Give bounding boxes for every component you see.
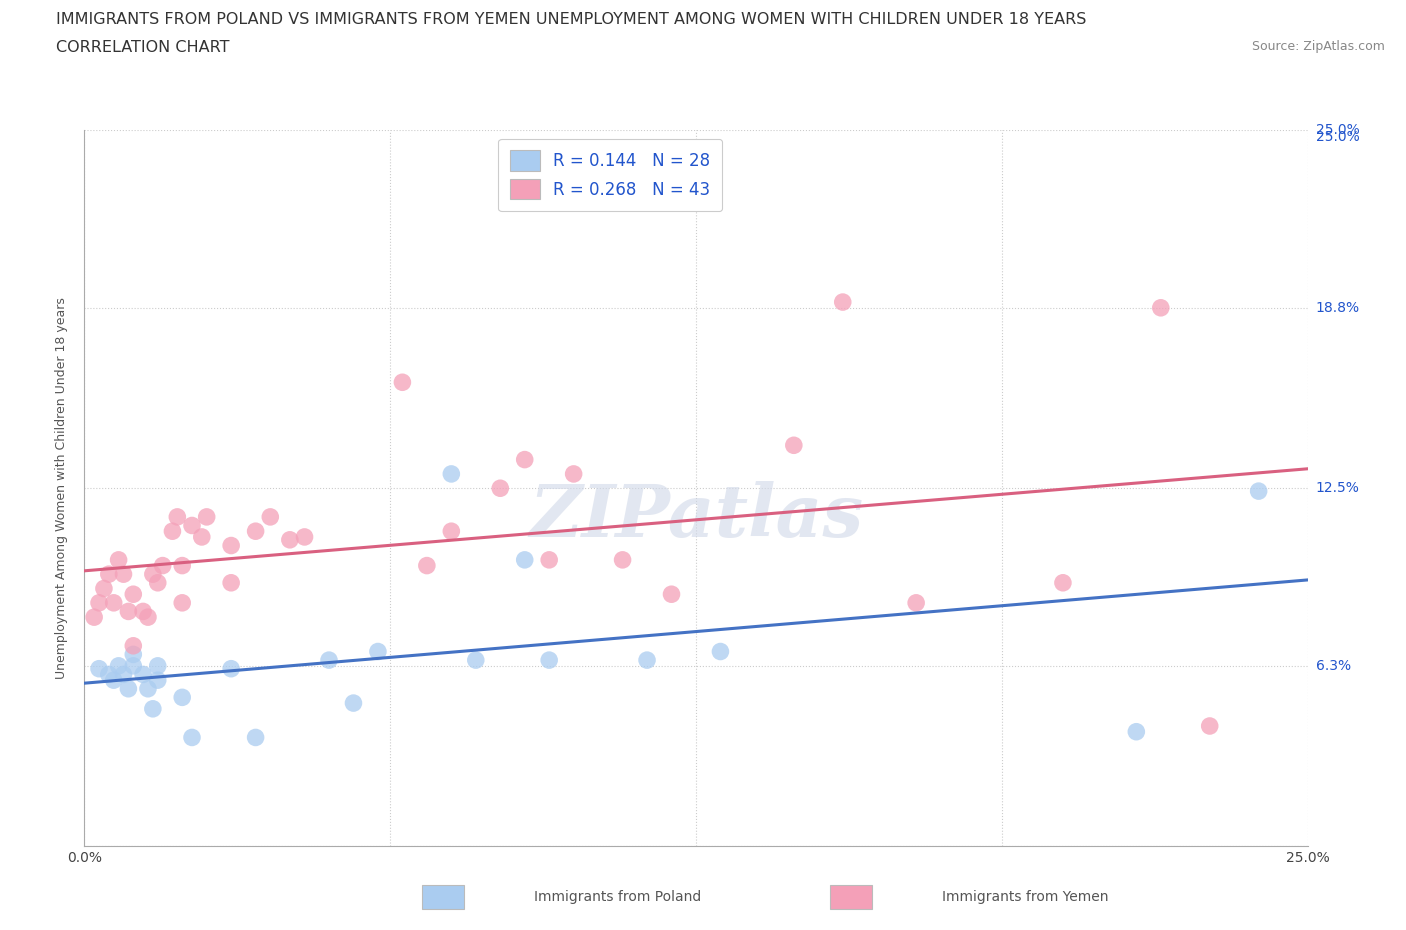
Point [294,529,316,544]
Point [1198,719,1220,734]
Point [122,638,145,653]
Point [318,653,340,668]
Point [905,595,928,610]
Point [132,604,155,618]
Point [97,667,120,682]
Point [636,653,658,668]
Y-axis label: Unemployment Among Women with Children Under 18 years: Unemployment Among Women with Children U… [55,298,69,679]
Point [219,538,242,553]
Point [245,524,267,538]
Point [132,667,155,682]
Point [1125,724,1147,739]
Point [245,730,267,745]
Point [489,481,512,496]
Point [191,529,214,544]
Point [1052,576,1074,591]
Point [172,595,194,610]
Point [1150,300,1173,315]
Point [538,552,561,567]
Text: 12.5%: 12.5% [1316,481,1360,496]
Point [219,576,242,591]
Point [142,566,165,581]
Point [122,587,145,602]
Point [83,610,105,625]
Point [181,730,204,745]
Text: ZIPatlas: ZIPatlas [529,482,863,552]
Point [342,696,364,711]
Point [87,595,110,610]
Point [440,467,463,482]
Text: Immigrants from Yemen: Immigrants from Yemen [942,890,1108,905]
Point [831,295,853,310]
Point [181,518,204,533]
Point [93,581,115,596]
Point [107,552,129,567]
Point [464,653,486,668]
Point [136,682,159,697]
Point [195,510,218,525]
Point [122,658,145,673]
Point [440,524,463,538]
Point [259,510,281,525]
Point [103,672,125,687]
Point [146,658,169,673]
Point [112,667,135,682]
Point [117,682,139,697]
Point [103,595,125,610]
Point [661,587,683,602]
Point [172,558,194,573]
Point [162,524,184,538]
Point [146,576,169,591]
Point [117,604,139,618]
Text: 6.3%: 6.3% [1316,658,1351,672]
Point [391,375,413,390]
Point [612,552,634,567]
Point [97,566,120,581]
Point [152,558,174,573]
Text: Immigrants from Poland: Immigrants from Poland [534,890,702,905]
Text: 25.0%: 25.0% [1316,130,1360,144]
Point [166,510,188,525]
Point [142,701,165,716]
Point [136,610,159,625]
Text: Source: ZipAtlas.com: Source: ZipAtlas.com [1251,40,1385,53]
Point [416,558,439,573]
Point [1247,484,1270,498]
Point [278,532,301,547]
Text: 18.8%: 18.8% [1316,300,1360,314]
Point [562,467,585,482]
Point [87,661,110,676]
Point [513,552,536,567]
Point [513,452,536,467]
Point [783,438,806,453]
Point [122,647,145,662]
Point [709,644,731,659]
Point [112,566,135,581]
Point [107,658,129,673]
Point [219,661,242,676]
Legend: R = 0.144   N = 28, R = 0.268   N = 43: R = 0.144 N = 28, R = 0.268 N = 43 [499,139,723,211]
Text: 25.0%: 25.0% [1316,123,1360,138]
Text: CORRELATION CHART: CORRELATION CHART [56,40,229,55]
Point [146,672,169,687]
Point [172,690,194,705]
Text: IMMIGRANTS FROM POLAND VS IMMIGRANTS FROM YEMEN UNEMPLOYMENT AMONG WOMEN WITH CH: IMMIGRANTS FROM POLAND VS IMMIGRANTS FRO… [56,12,1087,27]
Point [367,644,389,659]
Point [538,653,561,668]
